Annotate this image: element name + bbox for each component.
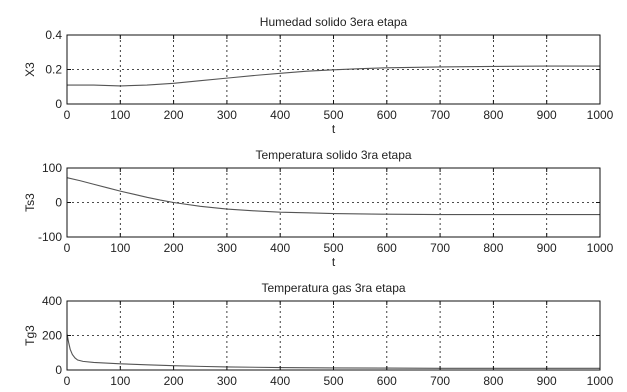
chart1-x-axis-label: t	[332, 122, 336, 136]
chart2-y-axis-label: Ts3	[23, 193, 37, 212]
chart1-y-axis-label: X3	[23, 62, 37, 77]
chart3-x-tick-label-8: 800	[483, 374, 503, 388]
subplot-temperatura-solido: 0 100 200 300 400 500 600 700 800 900 1000-1000100…	[23, 148, 614, 269]
chart3-x-tick-label-9: 900	[537, 374, 557, 388]
chart1-x-tick-label-5: 500	[323, 108, 343, 122]
chart3-x-tick-label-6: 600	[377, 374, 397, 388]
chart2-x-tick-label-3: 300	[217, 241, 237, 255]
chart3-y-tick-label-0: 0	[55, 363, 62, 377]
chart3-x-tick-label-5: 500	[323, 374, 343, 388]
chart3-x-tick-label-10: 1000	[587, 374, 614, 388]
chart3-title: Temperatura gas 3ra etapa	[261, 281, 405, 295]
chart1-x-tick-label-4: 400	[270, 108, 290, 122]
chart2-series-line-0	[66, 177, 600, 216]
chart3-x-tick-label-2: 200	[164, 374, 184, 388]
chart2-x-tick-label-6: 600	[377, 241, 397, 255]
chart2-title: Temperatura solido 3ra etapa	[255, 148, 411, 162]
chart2-x-tick-label-8: 800	[483, 241, 503, 255]
chart1-y-tick-label-0: 0	[55, 97, 62, 111]
chart2-y-tick-label-1: 0	[55, 196, 62, 210]
chart3-y-axis-label: Tg3	[23, 325, 37, 346]
subplot-humedad-solido: 0 100 200 300 400 500 600 700 800 900 1000 0 0.2 0.4 H…	[23, 15, 614, 136]
chart1-series-line-0	[67, 65, 600, 87]
chart2-x-tick-label-7: 700	[430, 241, 450, 255]
chart1-x-tick-label-8: 800	[483, 108, 503, 122]
chart1-x-tick-label-7: 700	[430, 108, 450, 122]
chart1-x-tick-label-2: 200	[164, 108, 184, 122]
chart3-series-line-0	[66, 333, 600, 369]
chart2-x-axis-label: t	[332, 255, 336, 269]
subplot-temperatura-gas: 0 100 200 300 400 500 600 700 800 900 1000 0 200 400 T…	[23, 281, 614, 388]
chart1-x-tick-label-10: 1000	[587, 108, 614, 122]
chart2-y-tick-label-0: -100	[38, 230, 62, 244]
chart3-x-tick-label-7: 700	[430, 374, 450, 388]
chart3-x-tick-label-1: 100	[110, 374, 130, 388]
chart3-x-tick-label-0: 0	[64, 374, 71, 388]
chart1-y-tick-label-1: 0.2	[45, 63, 62, 77]
chart2-x-tick-label-9: 900	[537, 241, 557, 255]
chart1-x-tick-label-0: 0	[64, 108, 71, 122]
chart3-y-tick-label-2: 400	[42, 294, 62, 308]
chart2-x-tick-label-10: 1000	[587, 241, 614, 255]
chart2-x-tick-label-1: 100	[110, 241, 130, 255]
chart1-x-tick-label-6: 600	[377, 108, 397, 122]
chart1-title: Humedad solido 3era etapa	[260, 15, 408, 29]
chart1-x-tick-label-9: 900	[537, 108, 557, 122]
chart3-x-tick-label-4: 400	[270, 374, 290, 388]
chart1-x-tick-label-3: 300	[217, 108, 237, 122]
chart2-y-tick-label-2: 100	[42, 161, 62, 175]
chart2-x-tick-label-5: 500	[323, 241, 343, 255]
chart1-x-tick-label-1: 100	[110, 108, 130, 122]
chart3-x-tick-label-3: 300	[217, 374, 237, 388]
chart2-x-tick-label-2: 200	[164, 241, 184, 255]
chart2-x-tick-label-4: 400	[270, 241, 290, 255]
chart1-y-tick-label-2: 0.4	[45, 28, 62, 42]
chart3-y-tick-label-1: 200	[42, 329, 62, 343]
chart2-x-tick-label-0: 0	[64, 241, 71, 255]
